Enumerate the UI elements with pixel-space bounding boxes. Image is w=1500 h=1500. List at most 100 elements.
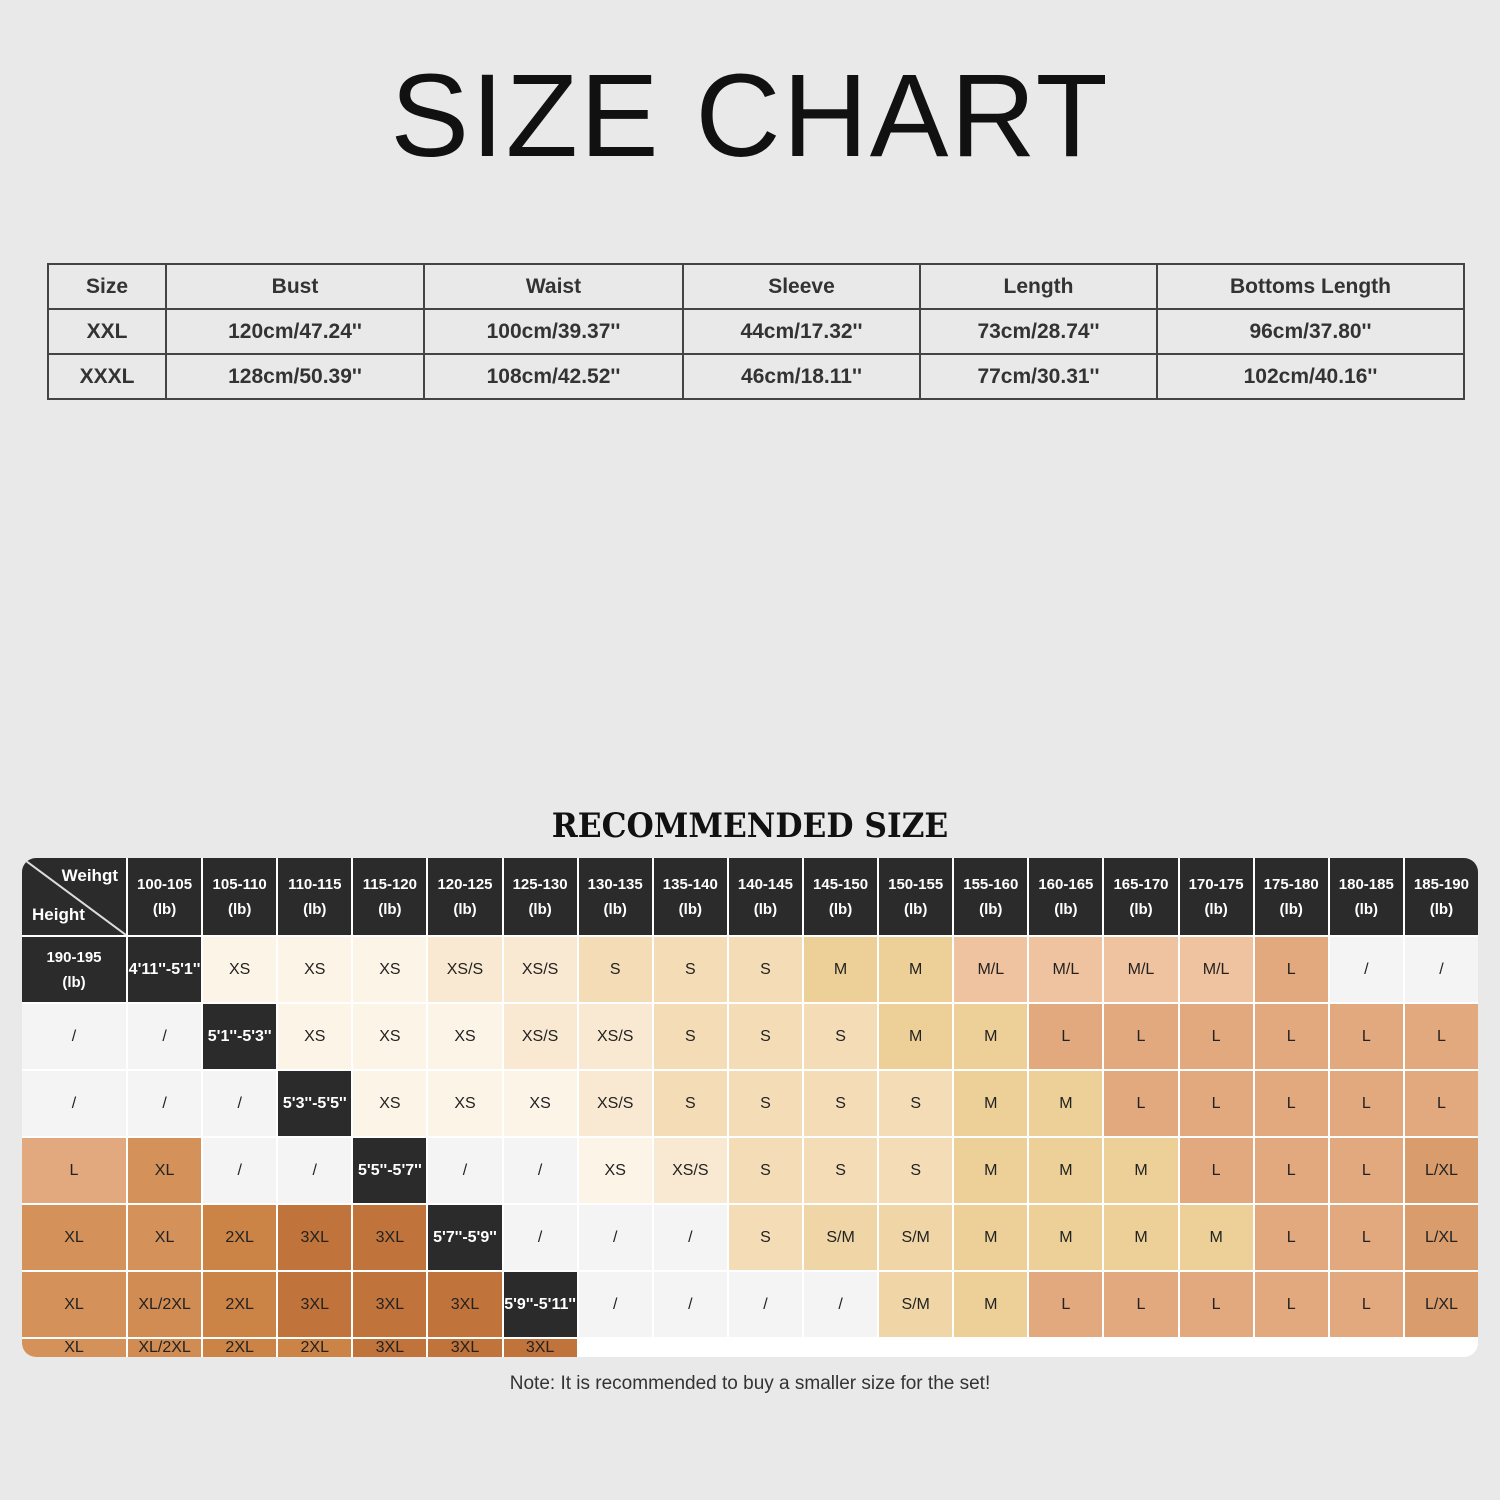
size-cell: S	[728, 1071, 802, 1136]
size-cell: XS	[353, 1004, 427, 1069]
spec-cell: 128cm/50.39''	[165, 353, 425, 400]
size-cell: L	[1179, 1004, 1253, 1069]
weight-range: 125-130	[512, 875, 568, 893]
weight-unit: (lb)	[228, 900, 252, 918]
weight-unit: (lb)	[453, 900, 477, 918]
height-row-header: 4'11''-5'1''	[128, 937, 202, 1002]
size-cell: S	[804, 1004, 878, 1069]
weight-header: 115-120 (lb)	[353, 858, 427, 935]
size-cell: L	[1254, 1272, 1328, 1337]
size-cell: M/L	[1029, 937, 1103, 1002]
weight-unit: (lb)	[753, 900, 778, 918]
size-cell: XS	[353, 1071, 427, 1136]
size-cell: XL	[128, 1138, 202, 1203]
size-cell: /	[503, 1205, 577, 1270]
diagonal-divider-icon	[22, 858, 126, 935]
size-cell: L	[1104, 1004, 1178, 1069]
recommended-size-title: RECOMMENDED SIZE	[551, 806, 949, 846]
weight-header: 185-190 (lb)	[1404, 858, 1478, 935]
size-cell: /	[22, 1004, 126, 1069]
size-cell: XL/2XL	[128, 1339, 202, 1357]
size-cell: M	[1029, 1205, 1103, 1270]
size-cell: XS/S	[503, 937, 577, 1002]
size-cell: L	[1329, 1272, 1403, 1337]
size-cell: S	[728, 1205, 802, 1270]
size-cell: M	[954, 1138, 1028, 1203]
height-row-header: 5'9''-5'11''	[503, 1272, 577, 1337]
size-cell: XS/S	[653, 1138, 727, 1203]
weight-range: 135-140	[662, 875, 718, 893]
height-label: Height	[32, 905, 85, 924]
weight-range: 170-175	[1188, 875, 1244, 893]
size-cell: 3XL	[428, 1339, 502, 1357]
size-cell: S/M	[879, 1272, 953, 1337]
size-cell: L	[1029, 1004, 1103, 1069]
weight-range: 140-145	[737, 875, 793, 893]
weight-range: 185-190	[1413, 875, 1469, 893]
weight-header: 160-165 (lb)	[1029, 858, 1103, 935]
height-row-header: 5'3''-5'5''	[278, 1071, 352, 1136]
size-cell: M	[954, 1004, 1028, 1069]
size-cell: /	[278, 1138, 352, 1203]
weight-unit: (lb)	[1354, 900, 1378, 918]
weight-range: 145-150	[813, 875, 869, 893]
size-cell: /	[128, 1071, 202, 1136]
weight-header: 165-170 (lb)	[1104, 858, 1178, 935]
weight-header: 140-145 (lb)	[728, 858, 802, 935]
size-cell: M	[1179, 1205, 1253, 1270]
size-cell: M	[1104, 1138, 1178, 1203]
size-cell: L	[1254, 1205, 1328, 1270]
weight-unit: (lb)	[678, 900, 702, 918]
size-cell: L	[1029, 1272, 1103, 1337]
weight-range: 130-135	[587, 875, 643, 893]
weight-unit: (lb)	[1279, 900, 1303, 918]
size-cell: L/XL	[1404, 1205, 1478, 1270]
size-cell: L	[1104, 1272, 1178, 1337]
size-cell: 3XL	[428, 1272, 502, 1337]
weight-header: 175-180 (lb)	[1254, 858, 1328, 935]
size-cell: S/M	[804, 1205, 878, 1270]
spec-cell: 77cm/30.31''	[919, 353, 1158, 400]
size-cell: S	[653, 937, 727, 1002]
size-cell: M/L	[1179, 937, 1253, 1002]
spec-cell: 96cm/37.80''	[1156, 308, 1465, 355]
weight-range: 105-110	[212, 875, 267, 893]
size-cell: L	[1329, 1138, 1403, 1203]
weight-header: 100-105 (lb)	[128, 858, 202, 935]
size-cell: XS	[278, 1004, 352, 1069]
recommended-size-grid: Weihgt Height 100-105 (lb) 105-110 (lb) 110-…	[22, 858, 1478, 1357]
weight-header: 180-185 (lb)	[1329, 858, 1403, 935]
size-cell: /	[578, 1205, 652, 1270]
weight-range: 115-120	[362, 875, 417, 893]
size-cell: /	[653, 1205, 727, 1270]
weight-header: 125-130 (lb)	[503, 858, 577, 935]
size-cell: 2XL	[278, 1339, 352, 1357]
size-cell: L/XL	[1404, 1272, 1478, 1337]
size-cell: 2XL	[203, 1205, 277, 1270]
size-cell: M	[954, 1071, 1028, 1136]
spec-header-cell: Bottoms Length	[1156, 263, 1465, 310]
size-cell: L	[1404, 1004, 1478, 1069]
size-cell: XS	[278, 937, 352, 1002]
size-cell: M	[954, 1272, 1028, 1337]
weight-unit: (lb)	[1129, 900, 1153, 918]
weight-header: 145-150 (lb)	[804, 858, 878, 935]
size-cell: 3XL	[353, 1272, 427, 1337]
size-cell: 3XL	[503, 1339, 577, 1357]
weight-unit: (lb)	[904, 900, 928, 918]
weight-header: 150-155 (lb)	[879, 858, 953, 935]
size-cell: M	[1029, 1071, 1103, 1136]
size-cell: /	[503, 1138, 577, 1203]
size-cell: 3XL	[353, 1339, 427, 1357]
size-cell: 3XL	[278, 1205, 352, 1270]
size-cell: L	[1329, 1071, 1403, 1136]
weight-range: 155-160	[963, 875, 1019, 893]
size-cell: L	[1254, 1071, 1328, 1136]
size-cell: M/L	[1104, 937, 1178, 1002]
size-cell: M	[804, 937, 878, 1002]
weight-header: 190-195 (lb)	[22, 937, 126, 1002]
weight-range: 120-125	[437, 875, 493, 893]
spec-cell: 102cm/40.16''	[1156, 353, 1465, 400]
weight-unit: (lb)	[828, 900, 853, 918]
size-cell: M	[879, 1004, 953, 1069]
